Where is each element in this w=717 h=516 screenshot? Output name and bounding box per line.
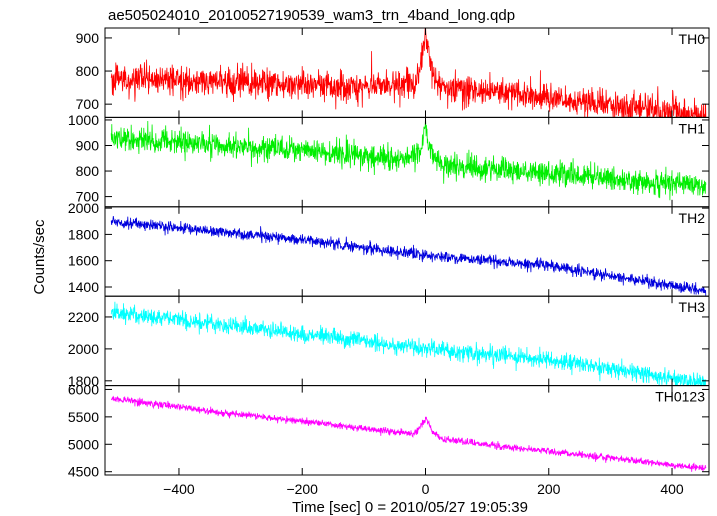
y-tick-label: 900 [76, 30, 100, 46]
panel-label: TH0 [679, 31, 706, 47]
panel-frame [104, 385, 710, 476]
series-line-th0 [110, 28, 707, 118]
series-line-th3 [110, 301, 707, 386]
x-axis-label: Time [sec] 0 = 2010/05/27 19:05:39 [292, 499, 528, 516]
y-tick-label: 4500 [68, 464, 99, 480]
series-line-th1 [110, 117, 707, 201]
series-line-th2 [110, 216, 707, 297]
y-tick-label: 700 [76, 96, 100, 112]
y-tick-label: 800 [76, 163, 100, 179]
y-tick-label: 2000 [68, 200, 99, 216]
series-line-th0123 [110, 395, 707, 472]
y-tick-label: 2000 [68, 341, 99, 357]
y-tick-label: 700 [76, 189, 100, 205]
panel-th2: 1400 1600 1800 2000 TH2 [68, 200, 710, 297]
y-tick-label: 1000 [68, 112, 99, 128]
y-tick-label: 800 [76, 63, 100, 79]
y-tick-label: 1800 [68, 373, 99, 389]
y-tick-label: 5000 [68, 436, 99, 452]
x-tick-label: −200 [286, 481, 318, 497]
panel-label: TH1 [679, 120, 706, 136]
y-tick-label: 1800 [68, 226, 99, 242]
panel-frame [104, 206, 710, 297]
panel-th1: 700 800 900 1000 TH1 [68, 112, 710, 208]
x-tick-label: −400 [163, 481, 195, 497]
chart-title: ae505024010_20100527190539_wam3_trn_4ban… [108, 7, 515, 24]
panel-label: TH2 [679, 210, 706, 226]
y-tick-label: 1400 [68, 279, 99, 295]
y-axis-label: Counts/sec [31, 219, 48, 295]
y-tick-label: 2200 [68, 309, 99, 325]
y-tick-label: 6000 [68, 381, 99, 397]
x-tick-label: 0 [422, 481, 430, 497]
panel-th0123: 4500 5000 5500 6000 TH0123 [68, 381, 710, 480]
panel-label: TH3 [679, 299, 706, 315]
x-tick-label: 200 [537, 481, 561, 497]
panel-th3: 1800 2000 2200 TH3 [68, 295, 710, 389]
x-tick-label: 400 [660, 481, 684, 497]
panels: 700 800 900 TH0 700 800 900 1000 TH1 1400 1600 1800… [68, 27, 710, 497]
y-tick-label: 5500 [68, 409, 99, 425]
panel-label: TH0123 [655, 389, 705, 405]
y-tick-label: 1600 [68, 253, 99, 269]
y-tick-label: 900 [76, 137, 100, 153]
